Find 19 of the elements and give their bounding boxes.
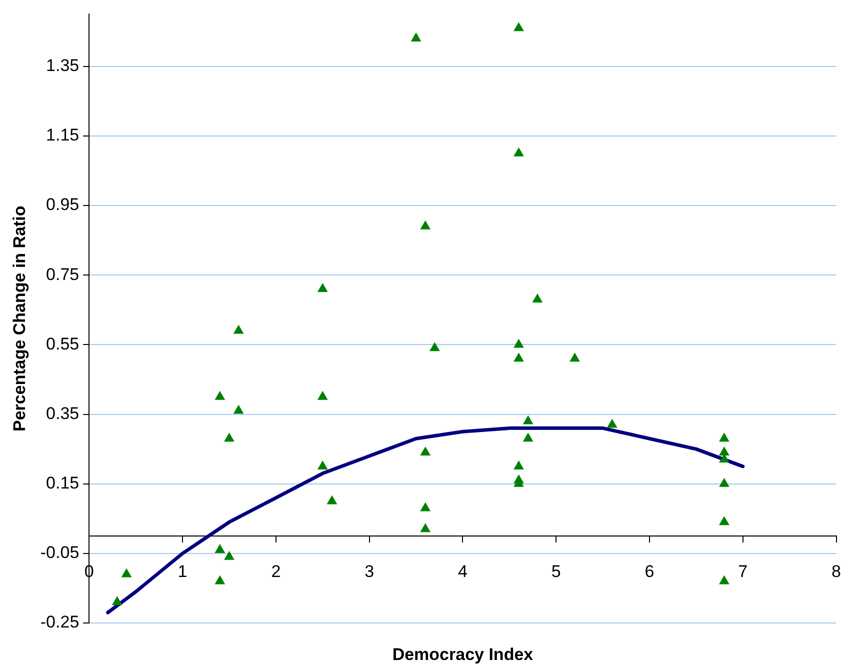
x-tick-label: 5 xyxy=(551,562,561,581)
y-axis-title: Percentage Change in Ratio xyxy=(10,206,29,432)
y-tick-label: 1.15 xyxy=(46,126,80,145)
y-tick-label: 0.55 xyxy=(46,334,80,354)
x-tick-label: 3 xyxy=(364,562,374,581)
x-tick-label: 1 xyxy=(178,562,188,581)
y-tick-label: -0.05 xyxy=(40,543,80,562)
x-axis-title: Democracy Index xyxy=(392,645,534,664)
x-tick-label: 8 xyxy=(832,562,842,581)
y-tick-label: 0.35 xyxy=(46,404,80,423)
y-tick-label: 1.35 xyxy=(46,56,80,76)
y-tick-label: 0.95 xyxy=(46,195,80,214)
y-tick-label: 0.75 xyxy=(46,264,80,284)
x-tick-label: 6 xyxy=(644,562,654,581)
x-tick-label: 4 xyxy=(458,562,468,581)
y-tick-label: -0.25 xyxy=(40,612,80,632)
x-tick-label: 7 xyxy=(738,562,748,581)
y-tick-label: 0.15 xyxy=(46,474,80,493)
x-tick-label: 2 xyxy=(271,562,281,581)
